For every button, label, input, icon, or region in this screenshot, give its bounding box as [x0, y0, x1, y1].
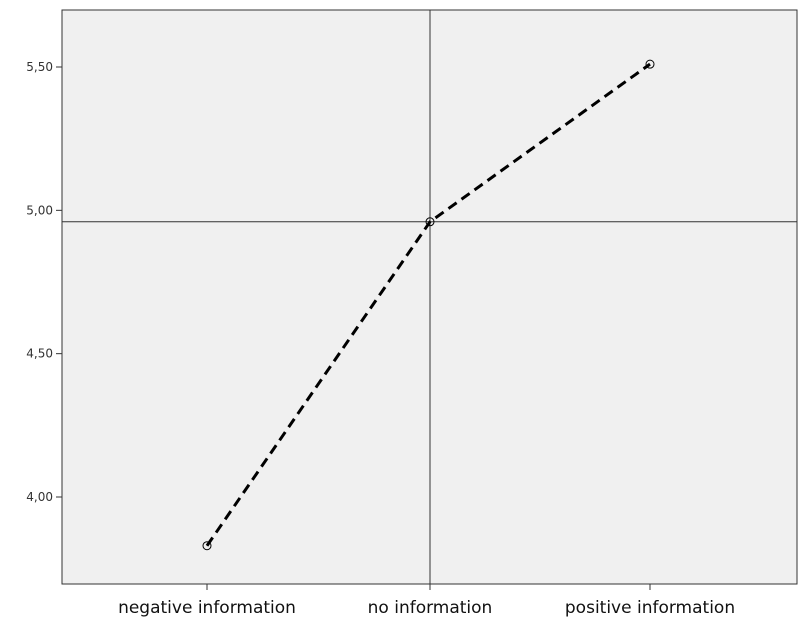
- x-category-label: no information: [368, 598, 493, 618]
- series: [202, 59, 655, 551]
- y-tick-label: 4,00: [26, 490, 53, 504]
- x-category-label: negative information: [118, 598, 296, 618]
- y-tick-label: 4,50: [26, 347, 53, 361]
- y-tick-label: 5,50: [26, 60, 53, 74]
- x-category-label: positive information: [565, 598, 735, 618]
- y-axis: 4,00 4,50 5,00 5,50: [26, 60, 62, 504]
- data-point: [202, 541, 212, 551]
- series-line: [205, 62, 651, 547]
- y-tick-label: 5,00: [26, 203, 53, 217]
- data-point: [425, 217, 435, 227]
- x-axis: negative information no information positi…: [118, 584, 735, 618]
- data-point: [645, 59, 655, 69]
